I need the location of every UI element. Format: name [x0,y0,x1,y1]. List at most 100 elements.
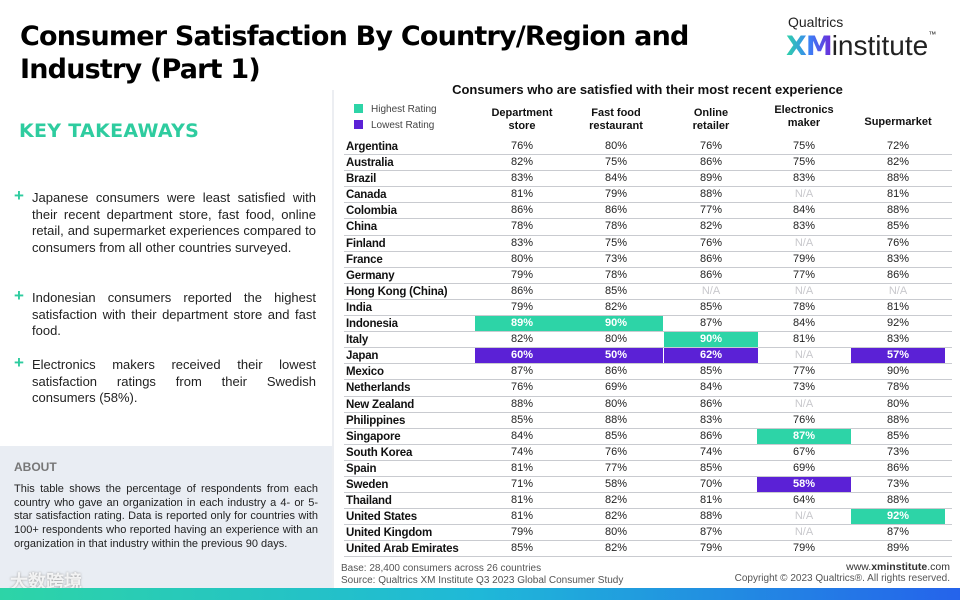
column-header: Department store [491,107,553,132]
table-cell: 86% [699,156,723,169]
footer-source: Source: Qualtrics XM Institute Q3 2023 G… [341,575,624,586]
country-label: Hong Kong (China) [346,285,448,298]
table-cell: 82% [886,156,910,169]
table-cell: 79% [510,268,534,281]
table-cell: 84% [792,317,816,330]
country-label: France [346,253,383,266]
cell-lowest: 58% [757,476,851,492]
table-cell: 92% [886,317,910,330]
table-cell: 86% [699,397,723,410]
table-cell: 88% [886,172,910,185]
footer-url[interactable]: www.xminstitute.com [846,561,950,573]
cell-lowest: 60% [475,348,569,364]
takeaway-item: + Indonesian consumers reported the highe… [14,286,316,340]
country-label: Australia [346,157,394,170]
country-label: Colombia [346,205,397,218]
country-label: Singapore [346,430,401,443]
table-cell: 86% [604,365,628,378]
table-cell: N/A [794,397,814,410]
about-text: This table shows the percentage of respo… [14,483,318,550]
country-label: India [346,301,372,314]
table-cell: 79% [792,252,816,265]
table-row: France 80% 73% 86% 79% 83% [344,252,952,268]
table-cell: 89% [699,172,723,185]
table-cell: 77% [792,365,816,378]
table-row: Philippines 85% 88% 83% 76% 88% [344,413,952,429]
logo-institute: institute [831,30,929,61]
table-cell: 80% [510,252,534,265]
table-row: Indonesia 89% 90% 87% 84% 92% [344,316,952,333]
plus-icon: + [14,286,24,305]
table-cell: 80% [604,526,628,539]
country-label: Spain [346,462,377,475]
table-row: Finland 83% 75% 76% N/A 76% [344,236,952,252]
table-row: Thailand 81% 82% 81% 64% 88% [344,493,952,510]
column-header: Fast food restaurant [589,107,643,132]
table-cell: 85% [699,300,723,313]
legend-label: Highest Rating [371,104,437,115]
table-cell: 81% [886,300,910,313]
country-label: Germany [346,269,395,282]
plus-icon: + [14,353,24,372]
table-cell: 84% [510,429,534,442]
column-header: Electronics maker [774,104,834,129]
table-cell: 81% [510,188,534,201]
url-post: .com [927,561,950,573]
table-cell: 86% [699,429,723,442]
table-row: Colombia 86% 86% 77% 84% 88% [344,203,952,220]
satisfaction-table: Argentina 76% 80% 76% 75% 72% Australia 82% 75% 8… [344,139,952,558]
table-cell: 85% [699,461,723,474]
country-label: Mexico [346,366,384,379]
table-cell: 80% [886,397,910,410]
table-row: Netherlands 76% 69% 84% 73% 78% [344,380,952,397]
table-cell: 64% [792,494,816,507]
country-label: United Arab Emirates [346,543,459,556]
table-cell: 84% [792,204,816,217]
logo-xm: XM [786,31,833,62]
table-cell: 58% [604,477,628,490]
table-cell: 69% [792,461,816,474]
country-label: Japan [346,350,379,363]
table-cell: 78% [604,220,628,233]
country-label: South Korea [346,446,413,459]
cell-highest: 87% [757,428,851,444]
column-header: Supermarket [864,116,932,128]
country-label: Canada [346,189,387,202]
table-row: Sweden 71% 58% 70% 58% 73% [344,476,952,494]
table-row: Italy 82% 80% 90% 81% 83% [344,332,952,349]
table-cell: 88% [510,397,534,410]
table-cell: 75% [604,156,628,169]
country-label: Brazil [346,173,377,186]
table-row: Germany 79% 78% 86% 77% 86% [344,268,952,284]
table-row: Japan 60% 50% 62% N/A 57% [344,348,952,365]
logo-tm: ™ [928,30,937,39]
legend-highest: Highest Rating [354,104,437,115]
table-cell: 89% [886,542,910,555]
table-cell: N/A [794,526,814,539]
country-label: Philippines [346,414,406,427]
table-cell: 86% [510,284,534,297]
table-cell: 82% [510,333,534,346]
watermark: 大数跨境 [10,572,82,592]
table-cell: 82% [604,300,628,313]
table-cell: 79% [510,300,534,313]
table-row: Singapore 84% 85% 86% 87% 85% [344,428,952,445]
table-cell: 77% [792,268,816,281]
table-cell: 76% [510,140,534,152]
table-cell: N/A [794,236,814,249]
table-cell: 69% [604,381,628,394]
table-cell: 74% [699,445,723,458]
about-panel: ABOUT This table shows the percentage of… [0,446,332,588]
table-cell: 81% [792,333,816,346]
table-cell: 74% [510,445,534,458]
table-cell: N/A [794,349,814,362]
table-cell: 85% [886,429,910,442]
table-cell: 85% [510,413,534,426]
table-row: United States 81% 82% 88% N/A 92% [344,509,952,526]
table-cell: 85% [699,365,723,378]
table-cell: 78% [510,220,534,233]
table-cell: 78% [886,381,910,394]
country-label: United Kingdom [346,527,432,540]
cell-highest: 92% [851,509,945,525]
table-cell: 86% [699,252,723,265]
